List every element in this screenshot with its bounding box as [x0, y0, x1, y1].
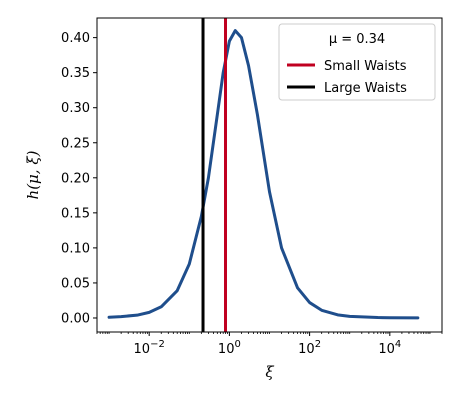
y-tick-label: 0.25 [61, 136, 90, 151]
legend-label-large-waists: Large Waists [324, 81, 407, 96]
legend-label-small-waists: Small Waists [324, 59, 407, 74]
x-tick-label: 104 [378, 339, 401, 357]
legend: μ = 0.34 Small Waists Large Waists [278, 23, 436, 101]
x-tick-label: 10−2 [134, 339, 165, 357]
y-axis-label: h(μ, ξ) [24, 150, 42, 199]
legend-box [278, 23, 436, 101]
series-line-0 [107, 29, 420, 320]
y-tick-label: 0.10 [61, 241, 90, 256]
y-tick-label: 0.35 [61, 66, 90, 81]
y-tick-label: 0.30 [61, 101, 90, 116]
x-tick-label: 100 [218, 339, 241, 357]
y-tick-label: 0.00 [61, 311, 90, 326]
legend-title: μ = 0.34 [329, 32, 385, 47]
y-tick-label: 0.20 [61, 171, 90, 186]
y-tick-label: 0.15 [61, 206, 90, 221]
x-axis-label: ξ [265, 363, 274, 381]
y-tick-label: 0.05 [61, 276, 90, 291]
y-tick-label: 0.40 [61, 31, 90, 46]
x-tick-label: 102 [298, 339, 321, 357]
